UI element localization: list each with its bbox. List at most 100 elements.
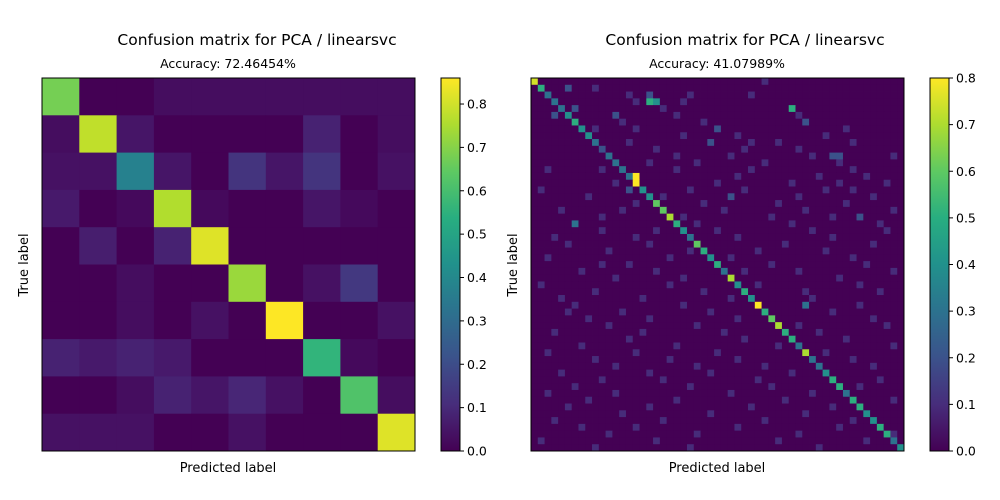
matrix-cell: [802, 132, 810, 140]
matrix-cell: [741, 383, 749, 391]
matrix-cell: [734, 159, 742, 167]
matrix-cell: [598, 342, 606, 350]
matrix-cell: [653, 159, 661, 167]
matrix-cell: [632, 200, 640, 208]
matrix-cell: [551, 254, 559, 262]
matrix-cell: [795, 105, 803, 113]
matrix-cell: [619, 423, 627, 432]
matrix-cell: [883, 267, 891, 276]
matrix-cell: [883, 417, 891, 425]
matrix-cell: [605, 98, 613, 106]
matrix-cell: [625, 179, 634, 187]
matrix-cell: [632, 261, 640, 269]
matrix-cell: [734, 98, 742, 106]
matrix-cell: [849, 105, 857, 113]
matrix-cell: [578, 437, 586, 445]
matrix-cell: [754, 295, 762, 303]
matrix-cell: [686, 206, 695, 215]
matrix-cell: [639, 78, 647, 86]
matrix-cell: [748, 118, 756, 126]
matrix-cell: [646, 118, 654, 126]
matrix-cell: [646, 213, 654, 221]
matrix-cell: [761, 91, 769, 99]
matrix-cell: [680, 206, 688, 215]
matrix-cell: [578, 118, 586, 126]
matrix-cell: [564, 308, 573, 316]
matrix-cell: [592, 403, 600, 411]
matrix-cell: [639, 172, 647, 181]
matrix-cell: [856, 172, 864, 181]
matrix-cell: [822, 261, 830, 269]
matrix-cell: [619, 240, 627, 248]
matrix-cell: [693, 444, 701, 452]
matrix-cell: [754, 125, 762, 133]
matrix-cell: [775, 274, 783, 282]
matrix-cell: [686, 342, 695, 350]
matrix-cell: [551, 423, 559, 432]
matrix-cell: [639, 261, 647, 269]
matrix-cell: [673, 254, 681, 262]
matrix-cell: [666, 233, 674, 242]
matrix-cell: [856, 84, 864, 92]
matrix-cell: [741, 166, 749, 174]
matrix-cell: [571, 403, 579, 411]
matrix-cell: [578, 376, 586, 384]
matrix-cell: [754, 132, 762, 140]
matrix-cell: [761, 200, 769, 208]
matrix-cell: [714, 261, 722, 269]
matrix-cell: [700, 118, 708, 126]
matrix-cell: [625, 111, 634, 120]
matrix-cell: [619, 186, 627, 194]
matrix-cell: [822, 193, 830, 201]
matrix-cell: [734, 288, 742, 296]
matrix-cell: [564, 328, 573, 337]
matrix-cell: [883, 254, 891, 262]
matrix-cell: [883, 315, 891, 323]
matrix-cell: [42, 339, 80, 377]
matrix-cell: [578, 200, 586, 208]
matrix-cell: [863, 145, 871, 153]
matrix-cell: [558, 322, 566, 330]
matrix-cell: [612, 423, 620, 432]
matrix-cell: [754, 322, 762, 330]
colorbar-tick-label: 0.4: [467, 270, 487, 285]
matrix-cell: [870, 254, 878, 262]
matrix-cell: [876, 132, 885, 140]
matrix-cell: [802, 356, 810, 364]
matrix-cell: [558, 98, 566, 106]
matrix-cell: [619, 247, 627, 255]
matrix-cell: [809, 125, 817, 133]
matrix-cell: [700, 349, 708, 357]
matrix-cell: [578, 132, 586, 140]
matrix-cell: [646, 403, 654, 411]
matrix-cell: [788, 78, 796, 86]
matrix-cell: [781, 274, 790, 282]
matrix-cell: [632, 342, 640, 350]
matrix-cell: [768, 444, 776, 452]
matrix-cell: [544, 267, 552, 276]
matrix-cell: [714, 403, 722, 411]
matrix-cell: [673, 172, 681, 181]
matrix-cell: [768, 111, 776, 120]
matrix-cell: [598, 220, 606, 228]
matrix-cell: [748, 233, 756, 242]
matrix-cell: [639, 98, 647, 106]
matrix-cell: [666, 423, 674, 432]
matrix-cell: [544, 193, 552, 201]
matrix-cell: [653, 389, 661, 398]
matrix-cell: [876, 267, 885, 276]
matrix-cell: [558, 328, 566, 337]
matrix-cell: [815, 288, 824, 296]
matrix-cell: [781, 308, 790, 316]
matrix-cell: [605, 295, 613, 303]
matrix-cell: [863, 98, 871, 106]
matrix-cell: [598, 105, 606, 113]
matrix-cell: [741, 206, 749, 215]
matrix-cell: [788, 220, 796, 228]
matrix-cell: [788, 159, 796, 167]
matrix-cell: [836, 118, 844, 126]
matrix-cell: [856, 376, 864, 384]
matrix-cell: [666, 383, 674, 391]
matrix-cell: [802, 295, 810, 303]
chart-right-xlabel: Predicted label: [669, 461, 766, 476]
